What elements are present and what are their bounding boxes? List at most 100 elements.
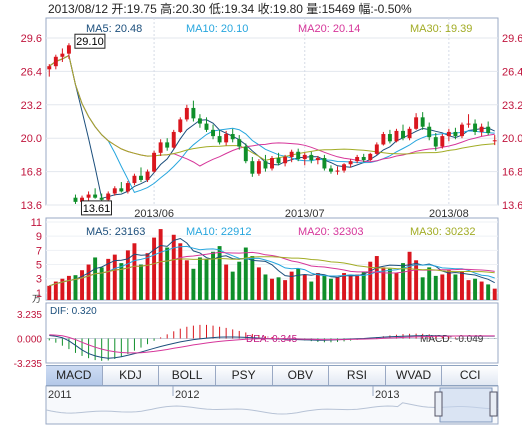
volume-bar [256,267,261,300]
price-tick-right: 23.2 [502,100,522,112]
volume-ma-label: MA30: 30232 [410,226,475,238]
volume-bar [414,260,419,300]
volume-bar [66,275,71,300]
volume-bar [276,277,281,300]
header-high: 20.30 [175,2,206,16]
min-callout: 13.61 [83,203,111,215]
price-ma-label: MA5: 20.48 [86,23,142,35]
macd-dea-label: DEA: 0.345 [246,334,298,345]
header-low: 19.34 [224,2,255,16]
volume-ma-label: MA5: 23163 [86,226,145,238]
tab-cci[interactable]: CCI [459,368,481,382]
volume-bar [86,264,91,300]
month-label: 2013/08 [429,208,469,220]
tab-macd[interactable]: MACD [46,366,103,385]
header-high-label: 高: [160,2,176,16]
volume-bar [80,270,84,300]
volume-bar [473,278,478,300]
candle-body [211,129,216,137]
volume-bar [374,256,379,300]
volume-bar [427,267,432,300]
header-volume-label: 量: [306,2,322,16]
volume-bar [224,264,229,300]
candle-body [237,139,242,147]
volume-bar [158,229,163,300]
macd-dea-line [49,334,495,354]
volume-bar [270,278,274,300]
candle-body [302,154,307,160]
candle-body [250,161,255,174]
volume-bar [197,257,202,300]
header-open: 19.75 [126,2,157,16]
candle-body [73,197,78,202]
tab-wvad[interactable]: WVAD [386,366,443,385]
candle-body [328,168,333,172]
volume-tick: 3 [36,274,42,286]
candle-body [401,130,405,139]
volume-bar [93,257,98,300]
candle-body [315,158,320,161]
navigator-overview-line [45,402,499,415]
macd-tick: 3.235 [17,310,42,321]
volume-bar [171,234,176,300]
candle-body [119,188,124,192]
candle-body [479,126,484,132]
volume-ma10-line [49,245,495,287]
price-ma-label: MA30: 19.39 [410,23,472,35]
navigator-left-handle[interactable] [434,391,443,417]
volume-bar [446,270,451,300]
volume-bar [420,277,425,300]
header-close: 19.80 [272,2,303,16]
price-tick-right: 26.4 [502,66,522,78]
volume-bar [204,258,209,300]
navigator-frame [45,385,499,425]
volume-bar [152,237,157,300]
macd-value-label: MACD: -0.049 [420,334,484,345]
navigator-right-handle[interactable] [489,391,498,417]
volume-bar [309,281,314,300]
candle-body [132,175,137,184]
candle-body [407,128,412,139]
tab-rsi[interactable]: RSI [329,366,386,385]
volume-bar [460,271,464,300]
candle-body [243,146,248,162]
header-close-label: 收: [257,2,273,16]
volume-bar [191,268,196,300]
min-callout-box [80,200,112,216]
volume-bar [139,264,143,300]
candle-body [217,136,222,143]
volume-tick: 7 [36,245,42,257]
price-tick-left: 20.0 [21,133,42,145]
volume-bar [440,274,445,300]
candle-body [256,161,261,174]
volume-bar [381,267,386,300]
candle-body [342,164,347,171]
candle-body [178,119,183,132]
tab-obv[interactable]: OBV [273,366,330,385]
candle-body [335,170,340,172]
tab-boll[interactable]: BOLL [159,366,216,385]
candle-body [197,118,202,124]
candle-body [230,134,235,140]
price-tick-right: 29.6 [502,33,522,45]
candle-body [283,156,288,164]
volume-bar [112,254,117,300]
price-tick-left: 16.8 [21,167,42,179]
volume-tick: 11 [31,217,42,229]
volume-bar [433,275,438,300]
volume-bar [355,274,360,300]
tab-psy[interactable]: PSY [216,366,273,385]
volume-bar [368,261,373,300]
candle-body [446,131,451,137]
tab-kdj[interactable]: KDJ [103,366,160,385]
volume-bar [492,288,497,300]
candle-body [414,117,419,129]
volume-bar [486,284,491,300]
candle-body [93,194,98,198]
volume-tick: 1 [36,288,42,300]
volume-bar [132,243,137,300]
volume-bar [335,277,340,300]
candle-body [427,126,432,138]
